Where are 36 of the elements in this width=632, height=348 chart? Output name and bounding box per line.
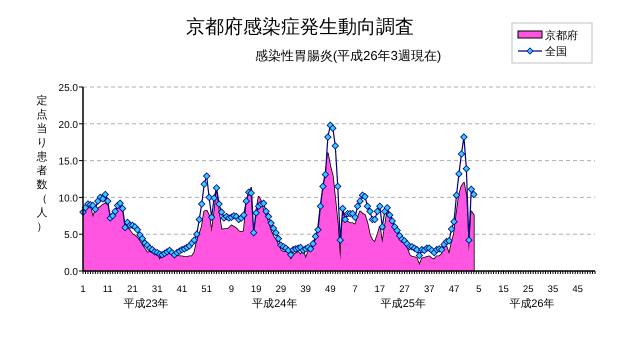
text: 平成25年 <box>380 297 426 310</box>
chart-subtitle: 感染性胃腸炎(平成26年3週現在) <box>254 48 442 63</box>
x-tick-label: 45 <box>572 284 583 295</box>
x-tick-label: 15 <box>498 284 509 295</box>
chart-title: 京都府感染症発生動向調査 <box>186 16 414 38</box>
legend-label: 京都府 <box>545 29 578 42</box>
x-tick-label: 49 <box>325 284 336 295</box>
y-tick-label: 20.0 <box>58 120 78 131</box>
y-tick-label: 10.0 <box>58 193 78 204</box>
x-tick-label: 51 <box>201 284 212 295</box>
x-tick-label: 27 <box>399 284 410 295</box>
x-tick-label: 31 <box>152 284 162 295</box>
y-tick-label: 15.0 <box>58 156 78 168</box>
x-tick-label: 41 <box>176 284 188 295</box>
text: 平成23年 <box>123 297 169 310</box>
x-tick-label: 5 <box>476 284 482 295</box>
x-tick-label: 39 <box>300 284 311 295</box>
legend-label: 全国 <box>545 46 567 58</box>
x-tick-label: 29 <box>276 284 286 295</box>
text: 平成24年 <box>252 297 298 310</box>
x-tick-label: 1 <box>80 284 86 295</box>
text: 平成26年 <box>509 297 555 310</box>
x-tick-label: 21 <box>127 284 138 295</box>
y-axis-title: 定点当り患者数（人） <box>36 95 48 233</box>
x-tick-label: 17 <box>374 284 386 295</box>
x-tick-label: 7 <box>352 284 358 295</box>
y-tick-label: 25.0 <box>58 83 78 94</box>
y-tick-label: 0.0 <box>64 267 78 278</box>
x-tick-label: 35 <box>548 284 558 295</box>
y-tick-label: 5.0 <box>64 230 78 242</box>
x-tick-label: 47 <box>448 284 460 295</box>
x-tick-label: 19 <box>250 284 262 295</box>
x-tick-label: 9 <box>228 284 234 295</box>
x-tick-label: 25 <box>522 284 534 295</box>
x-tick-label: 11 <box>102 284 113 295</box>
x-tick-label: 37 <box>424 284 435 295</box>
